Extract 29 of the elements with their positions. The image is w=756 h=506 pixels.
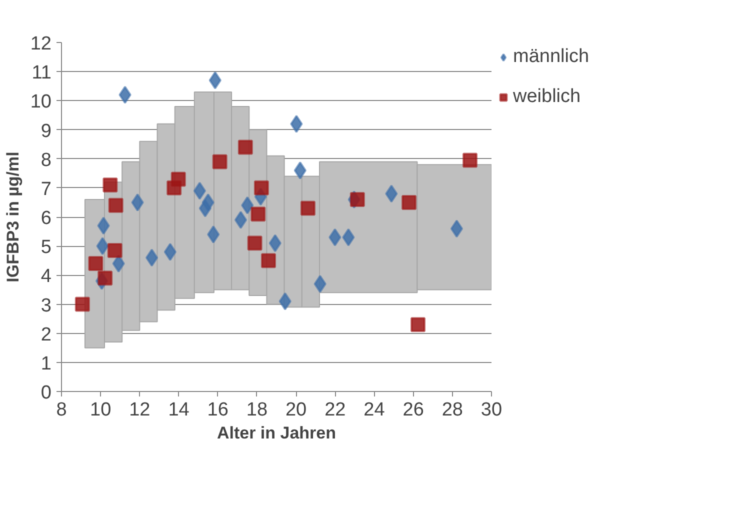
y-tick-label: 3 <box>40 295 52 316</box>
x-tick-label: 8 <box>56 400 67 420</box>
y-tick-label: 10 <box>30 92 52 113</box>
x-tick-label: 20 <box>285 400 307 420</box>
legend-label: männlich <box>513 46 590 68</box>
y-tick-label: 5 <box>40 237 52 258</box>
y-tick-label: 11 <box>32 62 52 84</box>
y-tick-label: 8 <box>40 150 52 171</box>
y-axis-title: IGFBP3 in µg/ml <box>3 152 22 282</box>
x-tick-label: 16 <box>207 400 228 420</box>
y-tick-label: 9 <box>40 120 52 142</box>
x-tick-label: 18 <box>246 400 268 420</box>
y-tick-label: 1 <box>40 353 52 374</box>
legend-label: weiblich <box>513 86 581 108</box>
x-tick-label: 12 <box>129 400 150 420</box>
y-tick-label: 0 <box>40 382 52 404</box>
y-tick-label: 6 <box>40 208 52 229</box>
x-tick-label: 26 <box>402 400 424 420</box>
x-tick-label: 14 <box>168 400 190 420</box>
x-axis-title: Alter in Jahren <box>216 424 336 442</box>
y-tick-label: 4 <box>40 266 52 288</box>
y-tick-label: 7 <box>40 178 52 200</box>
x-tick-label: 30 <box>480 400 502 420</box>
x-tick-label: 28 <box>442 400 463 420</box>
x-tick-label: 22 <box>324 400 346 420</box>
x-tick-label: 24 <box>364 400 386 420</box>
y-tick-label: 2 <box>40 324 52 346</box>
y-tick-label: 12 <box>30 34 52 54</box>
x-tick-label: 10 <box>90 400 112 420</box>
